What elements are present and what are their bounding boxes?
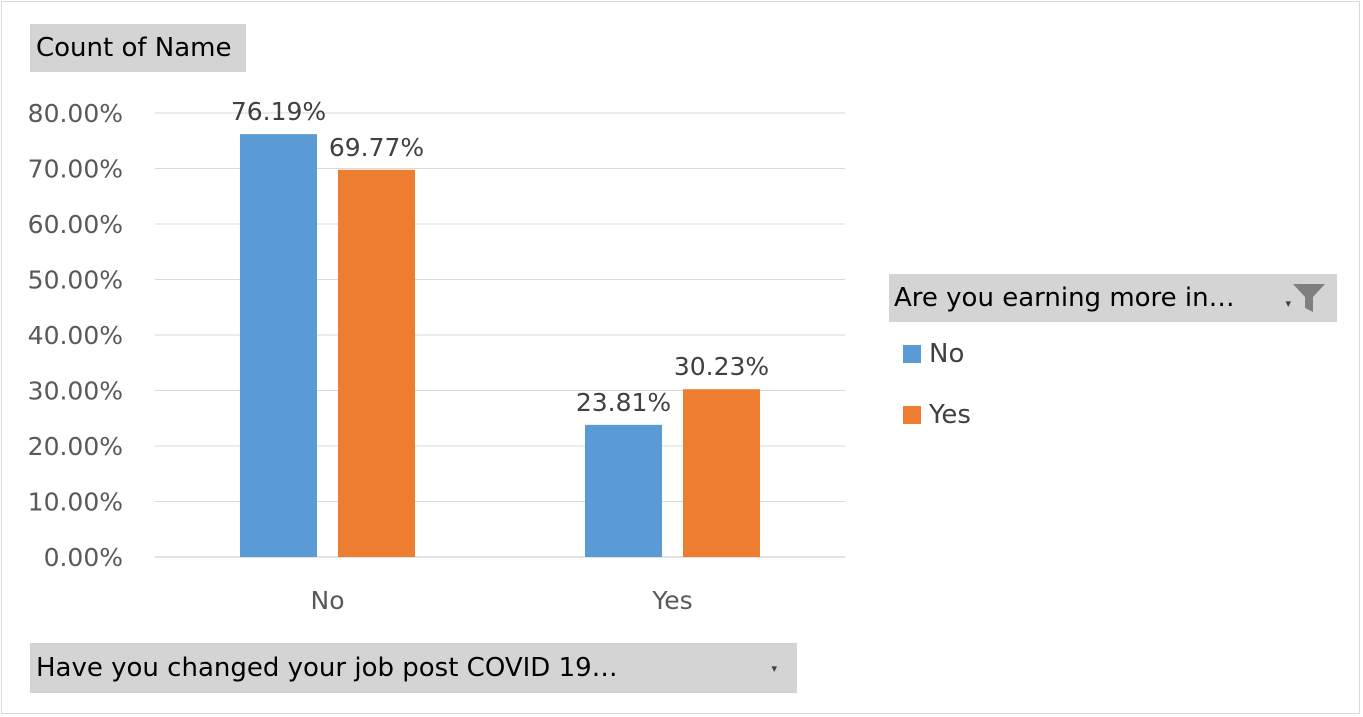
legend-swatch-yes bbox=[903, 406, 921, 424]
data-label: 76.19% bbox=[231, 97, 326, 126]
x-tick-label: No bbox=[311, 586, 345, 615]
y-tick-label: 40.00% bbox=[28, 321, 123, 350]
x-tick-label: Yes bbox=[651, 586, 692, 615]
y-tick-label: 60.00% bbox=[28, 210, 123, 239]
y-tick-label: 20.00% bbox=[28, 432, 123, 461]
dropdown-arrow-icon[interactable]: ▾ bbox=[771, 663, 777, 675]
legend-label-yes: Yes bbox=[929, 400, 971, 430]
y-tick-label: 70.00% bbox=[28, 155, 123, 184]
data-label: 30.23% bbox=[674, 352, 769, 381]
y-tick-label: 50.00% bbox=[28, 266, 123, 295]
legend-field-button[interactable]: Are you earning more in… ▾ bbox=[889, 274, 1337, 322]
axis-field-label: Have you changed your job post COVID 19… bbox=[36, 653, 618, 683]
bar-no-yes bbox=[585, 425, 662, 557]
legend-field-label: Are you earning more in… bbox=[894, 283, 1235, 313]
filter-funnel-icon[interactable] bbox=[1291, 282, 1327, 314]
y-tick-label: 0.00% bbox=[44, 543, 123, 572]
data-label: 69.77% bbox=[329, 133, 424, 162]
legend-item-yes[interactable]: Yes bbox=[903, 400, 971, 430]
axis-field-button[interactable]: Have you changed your job post COVID 19…… bbox=[30, 643, 797, 693]
bar-yes-no bbox=[338, 170, 415, 557]
values-field-button[interactable]: Count of Name bbox=[30, 24, 246, 72]
bar-no-no bbox=[240, 134, 317, 557]
bar-yes-yes bbox=[683, 389, 760, 557]
data-label: 23.81% bbox=[576, 388, 671, 417]
legend-swatch-no bbox=[903, 345, 921, 363]
y-tick-label: 10.00% bbox=[28, 488, 123, 517]
legend-item-no[interactable]: No bbox=[903, 339, 964, 369]
legend-label-no: No bbox=[929, 339, 964, 369]
y-tick-label: 80.00% bbox=[28, 99, 123, 128]
y-tick-label: 30.00% bbox=[28, 377, 123, 406]
